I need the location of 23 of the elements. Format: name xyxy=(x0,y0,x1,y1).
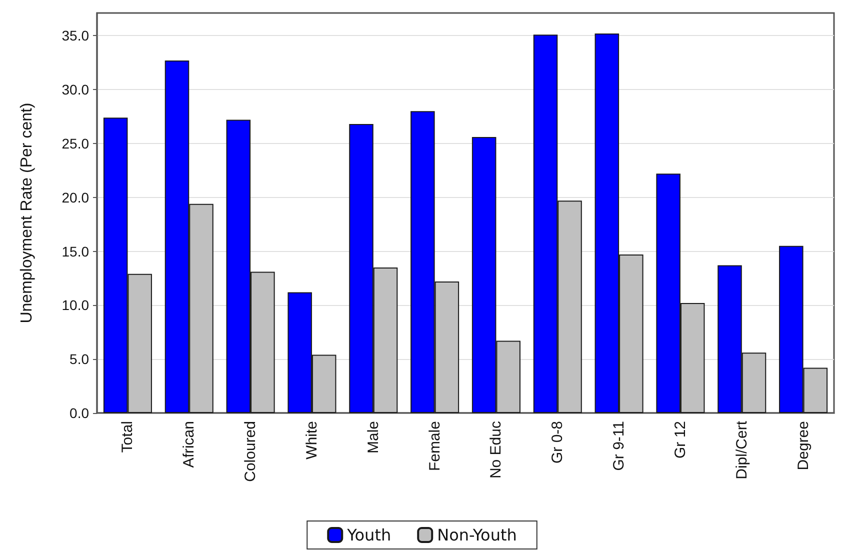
x-tick-label: No Educ xyxy=(488,420,505,479)
y-tick-label: 30.0 xyxy=(62,82,90,98)
x-tick-label: Coloured xyxy=(242,421,260,482)
x-tick-label: Total xyxy=(119,421,136,453)
y-tick-label: 10.0 xyxy=(62,297,90,314)
x-tick-label: Gr 9-11 xyxy=(610,421,628,471)
y-tick-label: 25.0 xyxy=(62,135,90,152)
y-tick-label: 20.0 xyxy=(62,189,90,206)
y-tick-label: 5.0 xyxy=(70,351,90,368)
x-tick-label: Degree xyxy=(794,421,812,470)
y-tick-label: 35.0 xyxy=(62,28,90,44)
x-tick-label: Dipl/Cert xyxy=(733,420,750,480)
x-tick-label: African xyxy=(180,421,198,468)
legend-label: Youth xyxy=(346,526,392,544)
x-tick-label: Gr 12 xyxy=(672,421,689,459)
x-tick-label: White xyxy=(303,421,320,460)
y-axis-title: Unemployment Rate (Per cent) xyxy=(18,102,36,324)
x-tick-label: Gr 0-8 xyxy=(549,421,566,464)
legend-label: Non-Youth xyxy=(437,526,517,544)
y-tick-label: 0.0 xyxy=(70,405,90,421)
x-tick-label: Female xyxy=(426,421,444,472)
x-tick-label: Male xyxy=(364,421,382,454)
y-tick-label: 15.0 xyxy=(62,243,90,260)
